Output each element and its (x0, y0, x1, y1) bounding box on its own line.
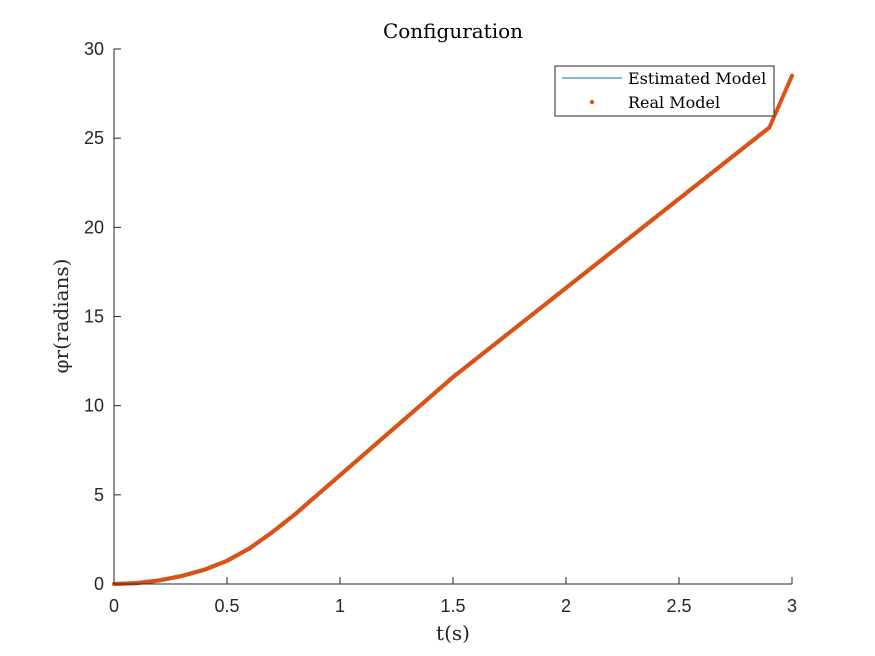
y-tick-label: 0 (94, 574, 104, 594)
x-tick-label: 3 (787, 596, 797, 616)
legend: Estimated Model Real Model (554, 65, 775, 117)
series-points-real-model (111, 73, 795, 587)
y-tick-label: 15 (84, 307, 104, 327)
x-tick-label: 1.5 (440, 596, 465, 616)
y-axis-label: φr(radians) (49, 259, 73, 374)
x-ticks: 0 0.5 1 1.5 2 2.5 3 (109, 577, 797, 616)
y-tick-label: 20 (84, 217, 104, 237)
series-layer (111, 73, 795, 587)
plot-area (114, 49, 792, 584)
chart-title: Configuration (383, 19, 523, 43)
x-tick-label: 2.5 (666, 596, 691, 616)
legend-box (554, 65, 775, 117)
y-tick-label: 5 (94, 485, 104, 505)
x-axis-label: t(s) (436, 621, 470, 645)
legend-label-real-model: Real Model (628, 93, 720, 112)
y-tick-label: 25 (84, 128, 104, 148)
x-tick-label: 0.5 (214, 596, 239, 616)
x-tick-label: 1 (335, 596, 345, 616)
y-tick-label: 30 (84, 39, 104, 59)
y-ticks: 0 5 10 15 20 25 30 (84, 39, 121, 594)
x-tick-label: 2 (561, 596, 571, 616)
legend-swatch-real-model (589, 99, 595, 105)
real-model-point (789, 73, 795, 78)
x-tick-label: 0 (109, 596, 119, 616)
legend-label-estimated-model: Estimated Model (628, 69, 766, 88)
y-tick-label: 10 (84, 396, 104, 416)
